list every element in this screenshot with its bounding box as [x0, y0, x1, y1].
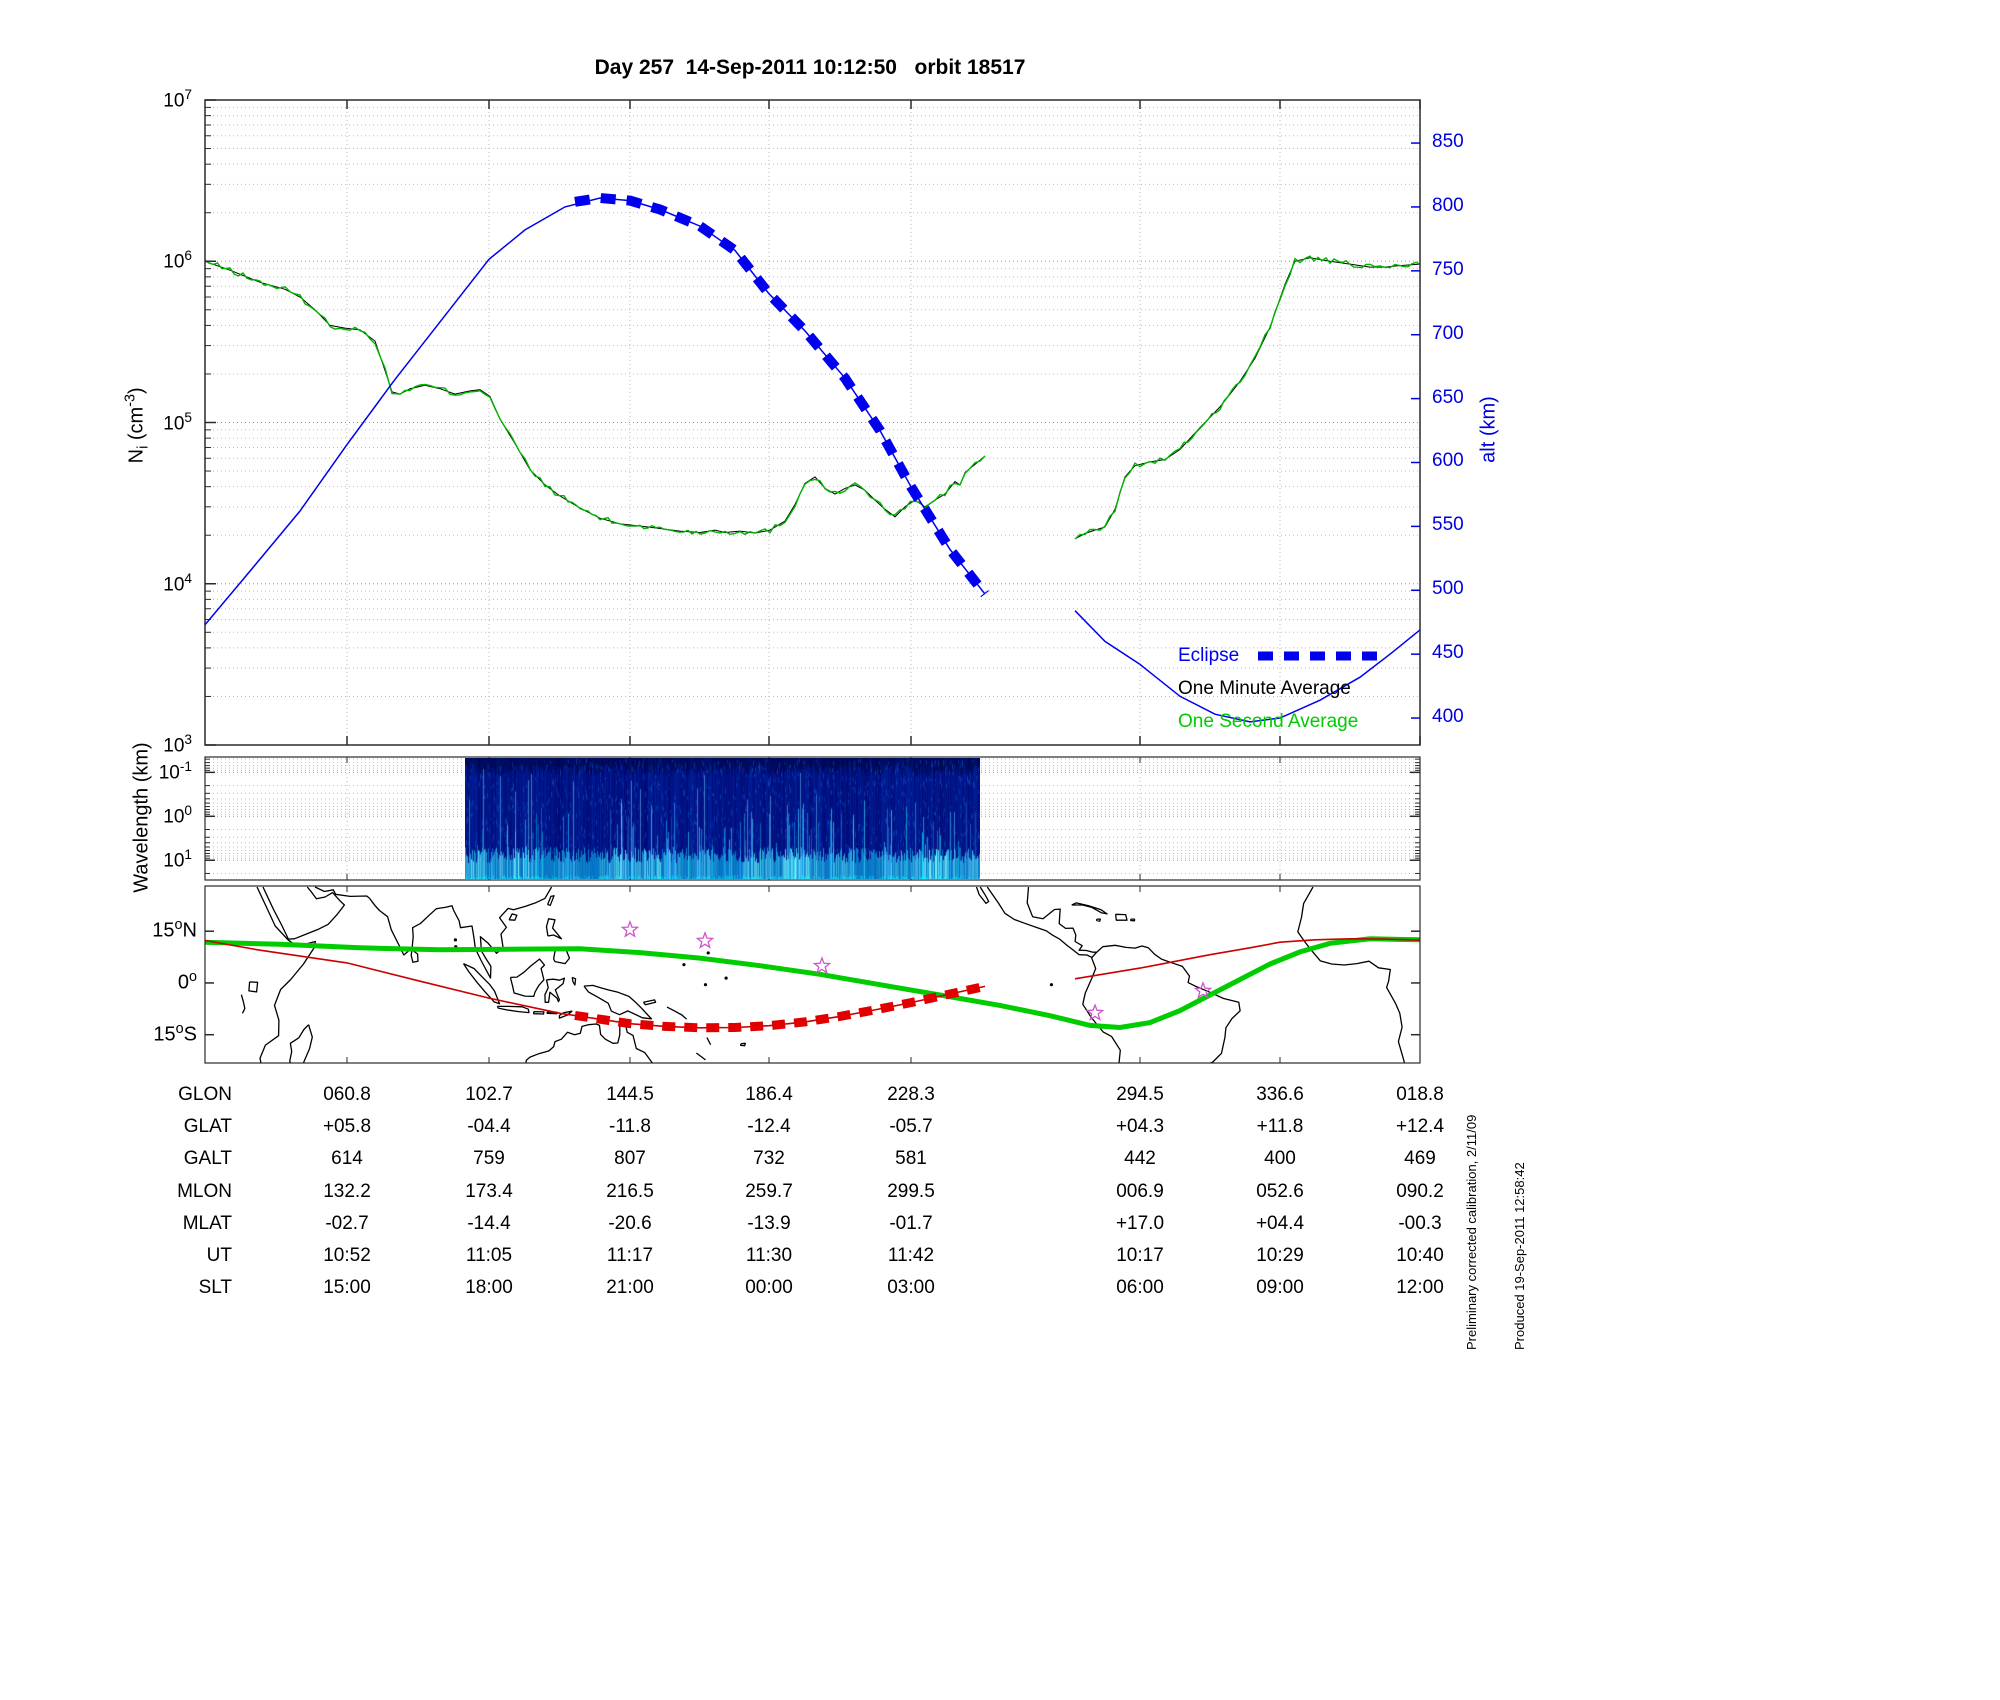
table-cell: 400 [1264, 1148, 1296, 1169]
table-cell: 090.2 [1396, 1181, 1444, 1202]
table-row-label: SLT [198, 1277, 232, 1298]
table-cell: -01.7 [889, 1213, 933, 1234]
table-cell: +04.3 [1115, 1116, 1165, 1137]
table-row-label: GALT [183, 1148, 232, 1169]
table-cell: 21:00 [606, 1277, 654, 1298]
table-cell: -05.7 [889, 1116, 933, 1137]
left-axis-tick-label: 103 [163, 732, 192, 757]
table-cell: -12.4 [747, 1116, 791, 1137]
table-cell: 469 [1404, 1148, 1436, 1169]
table-cell: 144.5 [606, 1084, 654, 1105]
wavelength-tick-label: 10-1 [158, 759, 192, 784]
legend-eclipse-dash-sample [1258, 651, 1389, 660]
table-cell: 18:00 [465, 1277, 513, 1298]
table-cell: 132.2 [323, 1181, 371, 1202]
table-cell: 15:00 [323, 1277, 371, 1298]
left-axis-tick-label: 106 [163, 248, 192, 273]
table-cell: 614 [331, 1148, 363, 1169]
table-cell: 00:00 [745, 1277, 793, 1298]
table-row-label: MLON [177, 1181, 232, 1202]
right-axis-tick-label: 800 [1432, 194, 1464, 216]
legend: Eclipse One Minute Average One Second Av… [1178, 639, 1391, 738]
table-cell: 186.4 [745, 1084, 793, 1105]
legend-second-label: One Second Average [1178, 710, 1359, 732]
legend-row-minute: One Minute Average [1178, 672, 1391, 705]
legend-row-eclipse: Eclipse [1178, 639, 1391, 672]
table-cell: -00.3 [1398, 1213, 1442, 1234]
table-cell: -02.7 [325, 1213, 369, 1234]
right-axis-tick-label: 550 [1432, 514, 1464, 536]
table-cell: +05.8 [322, 1116, 372, 1137]
latitude-tick-label: 0o [177, 968, 197, 994]
table-cell: 12:00 [1396, 1277, 1444, 1298]
table-cell: 336.6 [1256, 1084, 1304, 1105]
table-cell: -20.6 [608, 1213, 652, 1234]
left-axis-tick-label: 107 [163, 87, 192, 112]
right-axis-tick-label: 650 [1432, 386, 1464, 408]
right-axis-tick-label: 750 [1432, 258, 1464, 280]
table-cell: 807 [614, 1148, 646, 1169]
table-cell: 11:30 [745, 1245, 793, 1266]
legend-row-second: One Second Average [1178, 705, 1391, 738]
table-cell: -11.8 [609, 1116, 651, 1137]
table-cell: 581 [895, 1148, 927, 1169]
table-cell: 052.6 [1256, 1181, 1304, 1202]
table-cell: 018.8 [1396, 1084, 1444, 1105]
wavelength-tick-label: 100 [163, 803, 192, 828]
wavelength-tick-label: 101 [163, 847, 192, 872]
table-cell: 10:29 [1256, 1245, 1304, 1266]
right-axis-tick-label: 700 [1432, 322, 1464, 344]
table-row-label: UT [206, 1245, 232, 1266]
table-cell: 11:05 [465, 1245, 513, 1266]
latitude-tick-label: 15oS [153, 1020, 197, 1046]
table-cell: 299.5 [887, 1181, 935, 1202]
table-cell: 10:17 [1116, 1245, 1164, 1266]
table-cell: 11:17 [606, 1245, 654, 1266]
latitude-tick-label: 15oN [152, 917, 197, 942]
table-cell: 759 [473, 1148, 505, 1169]
table-cell: 228.3 [887, 1084, 935, 1105]
table-cell: 294.5 [1116, 1084, 1164, 1105]
table-cell: -14.4 [467, 1213, 511, 1234]
table-cell: 732 [753, 1148, 785, 1169]
table-cell: -04.4 [467, 1116, 511, 1137]
table-cell: +11.8 [1256, 1116, 1304, 1137]
table-cell: 060.8 [323, 1084, 371, 1105]
legend-minute-label: One Minute Average [1178, 677, 1351, 699]
right-axis-tick-label: 850 [1432, 131, 1464, 153]
left-axis-tick-label: 105 [163, 409, 192, 434]
legend-eclipse-label: Eclipse [1178, 644, 1240, 666]
table-cell: 06:00 [1116, 1277, 1164, 1298]
table-cell: 173.4 [465, 1181, 513, 1202]
table-cell: 11:42 [887, 1245, 935, 1266]
table-cell: +12.4 [1395, 1116, 1445, 1137]
table-cell: 442 [1124, 1148, 1156, 1169]
left-axis-tick-label: 104 [163, 570, 192, 596]
table-cell: 03:00 [887, 1277, 935, 1298]
table-cell: 259.7 [745, 1181, 793, 1202]
table-cell: +04.4 [1255, 1213, 1305, 1234]
table-cell: 216.5 [606, 1181, 654, 1202]
table-cell: 102.7 [465, 1084, 513, 1105]
table-row-label: GLAT [183, 1116, 232, 1137]
right-axis-tick-label: 600 [1432, 450, 1464, 472]
page-title: Day 257 14-Sep-2011 10:12:50 orbit 18517 [594, 56, 1026, 79]
table-row-label: GLON [178, 1084, 232, 1105]
right-axis-tick-label: 500 [1432, 578, 1464, 600]
table-cell: +17.0 [1115, 1213, 1165, 1234]
table-cell: 09:00 [1256, 1277, 1304, 1298]
table-cell: -13.9 [747, 1213, 791, 1234]
table-cell: 006.9 [1116, 1181, 1164, 1202]
right-axis-tick-label: 450 [1432, 642, 1464, 664]
table-cell: 10:52 [323, 1245, 371, 1266]
table-cell: 10:40 [1396, 1245, 1444, 1266]
spectrogram-image [465, 758, 980, 879]
right-axis-tick-label: 400 [1432, 706, 1464, 728]
table-row-label: MLAT [182, 1213, 232, 1234]
